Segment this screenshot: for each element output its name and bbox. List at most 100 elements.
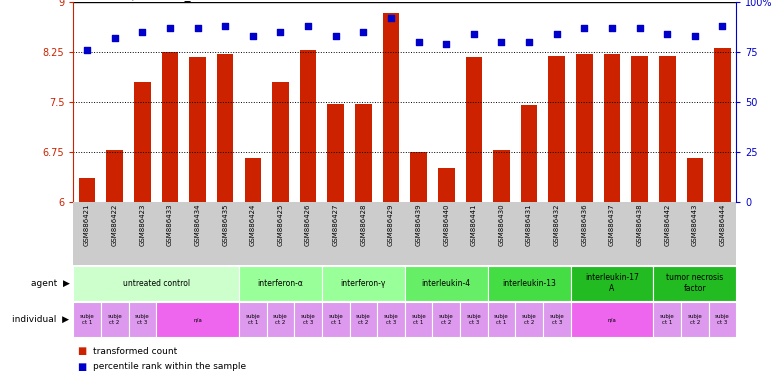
- Text: interleukin-13: interleukin-13: [502, 279, 556, 288]
- Text: subje
ct 2: subje ct 2: [688, 314, 702, 325]
- Bar: [405, 302, 433, 337]
- Text: GSM886426: GSM886426: [305, 204, 311, 246]
- Bar: [322, 266, 405, 301]
- Text: GSM886442: GSM886442: [665, 204, 670, 246]
- Text: subje
ct 3: subje ct 3: [135, 314, 150, 325]
- Bar: [433, 302, 460, 337]
- Bar: [106, 150, 123, 202]
- Bar: [571, 266, 653, 301]
- Text: GSM886421: GSM886421: [84, 204, 90, 246]
- Point: [274, 29, 287, 35]
- Point: [385, 15, 397, 21]
- Text: GSM886438: GSM886438: [637, 204, 642, 246]
- Text: subje
ct 1: subje ct 1: [245, 314, 260, 325]
- Point: [634, 25, 646, 31]
- Point: [578, 25, 591, 31]
- Bar: [79, 178, 96, 202]
- Bar: [134, 82, 150, 202]
- Bar: [405, 266, 487, 301]
- Text: individual  ▶: individual ▶: [12, 315, 69, 324]
- Text: subje
ct 2: subje ct 2: [273, 314, 288, 325]
- Bar: [488, 302, 515, 337]
- Text: interferon-γ: interferon-γ: [341, 279, 386, 288]
- Text: subje
ct 3: subje ct 3: [384, 314, 399, 325]
- Bar: [244, 158, 261, 202]
- Text: agent  ▶: agent ▶: [31, 279, 69, 288]
- Text: GSM886428: GSM886428: [360, 204, 366, 246]
- Text: GSM886444: GSM886444: [719, 204, 726, 246]
- Point: [219, 23, 231, 29]
- Text: GSM886435: GSM886435: [222, 204, 228, 246]
- Point: [163, 25, 176, 31]
- Point: [247, 33, 259, 39]
- Bar: [217, 54, 234, 202]
- Point: [191, 25, 204, 31]
- Point: [523, 39, 535, 45]
- Text: subje
ct 1: subje ct 1: [660, 314, 675, 325]
- Text: GSM886431: GSM886431: [526, 204, 532, 246]
- Bar: [73, 302, 101, 337]
- Bar: [548, 56, 565, 202]
- Bar: [520, 105, 537, 202]
- Point: [302, 23, 315, 29]
- Text: GSM886432: GSM886432: [554, 204, 560, 246]
- Text: GSM886424: GSM886424: [250, 204, 256, 246]
- Text: n/a: n/a: [608, 317, 617, 322]
- Text: subje
ct 2: subje ct 2: [439, 314, 453, 325]
- Bar: [355, 104, 372, 202]
- Bar: [322, 302, 349, 337]
- Text: interleukin-4: interleukin-4: [422, 279, 471, 288]
- Bar: [73, 266, 239, 301]
- Text: subje
ct 1: subje ct 1: [411, 314, 426, 325]
- Text: GSM886433: GSM886433: [167, 204, 173, 246]
- Bar: [571, 302, 653, 337]
- Point: [716, 23, 729, 29]
- Text: GSM886440: GSM886440: [443, 204, 449, 246]
- Bar: [295, 302, 322, 337]
- Text: GSM886441: GSM886441: [471, 204, 476, 246]
- Text: ■: ■: [77, 362, 86, 372]
- Text: GSM886443: GSM886443: [692, 204, 698, 246]
- Text: tumor necrosis
factor: tumor necrosis factor: [666, 273, 723, 293]
- Text: percentile rank within the sample: percentile rank within the sample: [93, 362, 246, 371]
- Text: subje
ct 2: subje ct 2: [107, 314, 122, 325]
- Bar: [349, 302, 377, 337]
- Text: GSM886425: GSM886425: [278, 204, 284, 246]
- Point: [81, 47, 93, 53]
- Text: GSM886436: GSM886436: [581, 204, 588, 246]
- Point: [136, 29, 149, 35]
- Text: subje
ct 3: subje ct 3: [550, 314, 564, 325]
- Point: [329, 33, 342, 39]
- Point: [606, 25, 618, 31]
- Bar: [466, 57, 482, 202]
- Text: subje
ct 3: subje ct 3: [301, 314, 315, 325]
- Bar: [267, 302, 295, 337]
- Bar: [686, 158, 703, 202]
- Text: n/a: n/a: [193, 317, 202, 322]
- Text: GSM886429: GSM886429: [388, 204, 394, 246]
- Text: subje
ct 3: subje ct 3: [715, 314, 730, 325]
- Point: [412, 39, 425, 45]
- Text: subje
ct 1: subje ct 1: [328, 314, 343, 325]
- Point: [440, 41, 453, 47]
- Point: [468, 31, 480, 37]
- Text: subje
ct 2: subje ct 2: [522, 314, 537, 325]
- Bar: [300, 50, 316, 202]
- Bar: [515, 302, 543, 337]
- Bar: [239, 302, 267, 337]
- Text: GSM886437: GSM886437: [609, 204, 615, 246]
- Text: interleukin-17
A: interleukin-17 A: [585, 273, 639, 293]
- Bar: [654, 266, 736, 301]
- Text: GSM886434: GSM886434: [194, 204, 200, 246]
- Point: [109, 35, 121, 41]
- Point: [495, 39, 507, 45]
- Text: subje
ct 1: subje ct 1: [494, 314, 509, 325]
- Bar: [493, 150, 510, 202]
- Bar: [709, 302, 736, 337]
- Text: subje
ct 2: subje ct 2: [356, 314, 371, 325]
- Bar: [101, 302, 129, 337]
- Text: subje
ct 1: subje ct 1: [79, 314, 94, 325]
- Text: GSM886430: GSM886430: [499, 204, 504, 246]
- Bar: [659, 56, 675, 202]
- Text: GSM886427: GSM886427: [333, 204, 338, 246]
